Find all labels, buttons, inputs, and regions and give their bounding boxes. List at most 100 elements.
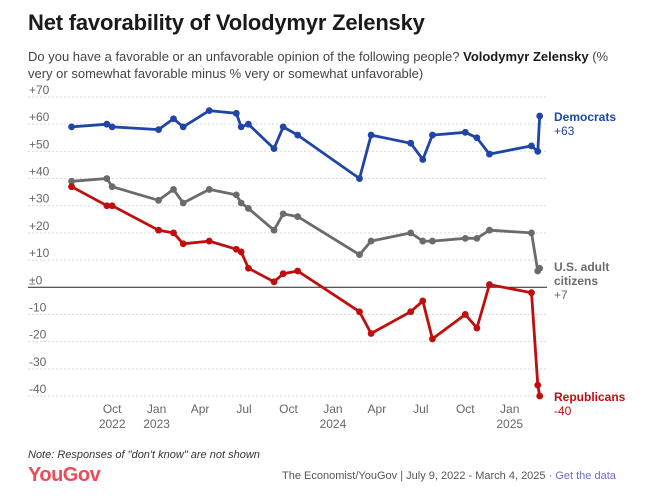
data-point	[407, 308, 415, 316]
y-tick-label: +70	[29, 83, 50, 97]
y-axis: +70 +60 +50 +40 +30 +20 +10 ±0 -10 -20 -30 -40	[29, 83, 50, 396]
data-point	[528, 142, 535, 150]
x-tick-label: Oct	[456, 402, 475, 416]
x-tick-label: Apr	[368, 402, 387, 416]
data-point	[108, 202, 116, 210]
data-point	[179, 240, 187, 248]
x-tick-label: Oct	[279, 402, 298, 416]
y-tick-label: +20	[29, 219, 50, 233]
series-label-democrats: Democrats	[554, 110, 616, 124]
data-point	[103, 202, 111, 210]
y-tick-label: -40	[29, 382, 47, 396]
data-point	[486, 281, 493, 288]
data-point	[356, 308, 363, 316]
series-label-republicans: Republicans	[554, 390, 626, 404]
data-point	[367, 237, 375, 245]
x-tick-year: 2024	[320, 417, 347, 431]
data-point	[461, 311, 469, 318]
data-point	[205, 237, 213, 245]
series-value-republicans: -40	[554, 404, 572, 418]
subtitle-note: (% very or somewhat favorable minus % ve…	[28, 49, 609, 81]
data-point	[407, 139, 415, 147]
data-point	[461, 234, 469, 242]
data-point	[536, 392, 544, 400]
data-point	[68, 177, 75, 185]
data-point	[473, 324, 481, 332]
y-tick-label: -20	[29, 328, 47, 342]
data-point	[473, 134, 481, 142]
data-point	[108, 183, 116, 191]
data-point	[419, 156, 427, 163]
series-label-us-adults: U.S. adult citizens	[554, 260, 609, 288]
data-point	[155, 196, 162, 204]
y-tick-label: +30	[29, 192, 50, 206]
data-point	[536, 112, 544, 120]
get-data-link[interactable]: Get the data	[555, 470, 616, 482]
series-value-democrats: +63	[554, 124, 575, 138]
data-point	[103, 175, 111, 182]
data-point	[270, 278, 278, 286]
x-tick-year: 2025	[496, 417, 523, 431]
data-point	[237, 248, 245, 256]
data-point	[155, 126, 162, 134]
y-tick-label: +50	[29, 137, 50, 151]
data-point	[367, 330, 375, 337]
data-point	[232, 109, 240, 117]
subtitle-subject: Volodymyr Zelensky	[463, 49, 589, 64]
data-point	[461, 128, 469, 136]
data-point	[429, 131, 436, 139]
data-point	[205, 107, 213, 114]
data-point	[528, 289, 535, 297]
data-point	[68, 123, 75, 131]
series-end-labels: Democrats+63 U.S. adult citizens+7 Republic…	[554, 110, 626, 418]
x-tick-label: Apr	[191, 402, 210, 416]
data-point	[356, 251, 363, 259]
x-tick-label: Jan	[500, 402, 519, 416]
x-tick-year: 2023	[143, 417, 170, 431]
y-tick-label: -30	[29, 355, 47, 369]
y-tick-label: +60	[29, 110, 50, 124]
data-point	[179, 199, 187, 207]
data-point	[170, 115, 177, 123]
source-text: The Economist/YouGov | July 9, 2022 - Ma…	[282, 470, 556, 482]
grid-lines	[28, 96, 547, 397]
data-point	[473, 234, 481, 242]
data-point	[205, 186, 213, 193]
data-point	[294, 213, 302, 221]
data-point	[419, 297, 427, 305]
data-point	[108, 123, 116, 131]
x-tick-year: 2022	[99, 417, 126, 431]
y-tick-label: ±0	[29, 273, 43, 287]
data-point	[170, 186, 177, 193]
yougov-logo: YouGov	[28, 464, 101, 486]
data-point	[294, 267, 302, 275]
data-point	[244, 205, 252, 212]
data-point	[486, 150, 493, 158]
footnote: Note: Responses of "don't know" are not …	[28, 449, 260, 461]
series-line-2	[70, 185, 542, 398]
series-line-1	[70, 177, 542, 273]
series-value-us-adults: +7	[554, 288, 568, 302]
y-tick-label: +10	[29, 246, 50, 260]
data-point	[429, 237, 436, 245]
data-point	[237, 199, 245, 207]
data-point	[170, 229, 177, 237]
data-point	[68, 183, 75, 191]
chart-title: Net favorability of Volodymyr Zelensky	[28, 10, 425, 35]
data-point	[534, 147, 542, 155]
data-point	[407, 229, 415, 237]
data-point	[367, 131, 375, 139]
data-point	[294, 131, 302, 139]
series-lines	[68, 107, 544, 400]
source-credit: The Economist/YouGov | July 9, 2022 - Ma…	[282, 470, 616, 482]
x-tick-label: Jan	[147, 402, 166, 416]
data-point	[103, 120, 111, 128]
y-tick-label: +40	[29, 165, 50, 179]
y-tick-label: -10	[29, 300, 47, 314]
data-point	[244, 120, 252, 128]
x-tick-label: Jul	[413, 402, 428, 416]
data-point	[528, 229, 535, 237]
data-point	[270, 226, 278, 234]
data-point	[536, 264, 544, 272]
